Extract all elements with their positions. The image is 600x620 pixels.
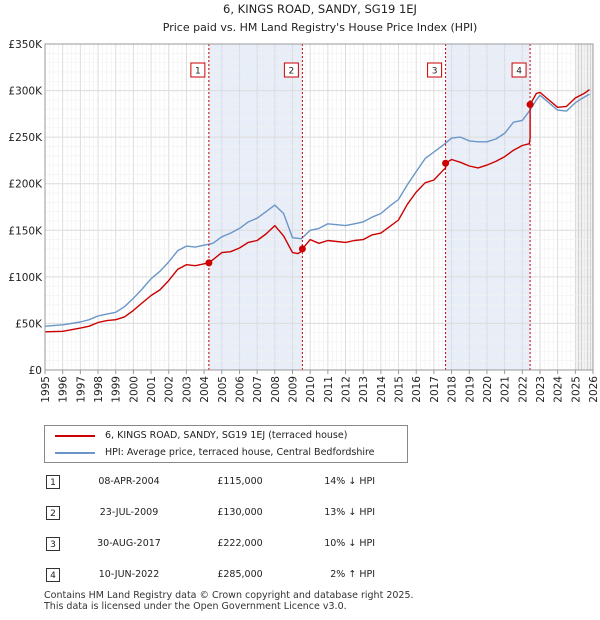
legend: 6, KINGS ROAD, SANDY, SG19 1EJ (terraced… [44, 425, 408, 463]
x-tick-label: 2020 [482, 376, 494, 403]
x-tick-label: 2011 [323, 376, 335, 403]
hpi-line [44, 93, 590, 327]
sale-hpi-diff: 10% ↓ HPI [324, 538, 375, 549]
x-tick-label: 2021 [500, 376, 512, 403]
sale-marker-label: 1 [195, 67, 201, 77]
legend-property-label: 6, KINGS ROAD, SANDY, SG19 1EJ (terraced… [105, 430, 348, 441]
ownership-period-band [445, 44, 531, 370]
x-tick-label: 2000 [128, 376, 140, 403]
y-tick-label: £200K [8, 179, 43, 191]
sale-hpi-diff: 13% ↓ HPI [324, 507, 375, 518]
x-tick-label: 2013 [358, 376, 370, 403]
x-tick-label: 2015 [394, 376, 406, 403]
price-chart: 6, KINGS ROAD, SANDY, SG19 1EJ Price pai… [8, 2, 600, 403]
ownership-period-band [208, 44, 303, 370]
sale-marker-label: 3 [432, 67, 438, 77]
x-tick-label: 2018 [447, 376, 459, 403]
sale-marker-badge [427, 62, 443, 78]
y-tick-label: £300K [8, 86, 43, 98]
x-tick-label: 2002 [164, 376, 176, 403]
x-tick-label: 2007 [252, 376, 264, 403]
sale-point [205, 259, 213, 267]
x-tick-label: 2001 [146, 376, 158, 403]
footer-licence: This data is licensed under the Open Gov… [44, 601, 347, 612]
property-line-swatch [55, 434, 95, 437]
sale-date: 23-JUL-2009 [99, 507, 159, 518]
table-row: 1 08-APR-2004 £115,000 14% ↓ HPI [40, 473, 480, 493]
x-tick-label: 2016 [411, 376, 423, 403]
x-tick-label: 2019 [464, 376, 476, 403]
sale-marker-badge [283, 62, 299, 78]
sale-marker-label: 2 [289, 67, 295, 77]
x-tick-label: 2022 [517, 376, 529, 403]
x-tick-label: 2017 [429, 376, 441, 403]
sale-point [526, 101, 534, 109]
sale-marker-label: 4 [516, 67, 522, 77]
table-row: 4 10-JUN-2022 £285,000 2% ↑ HPI [40, 566, 480, 586]
sale-price: £115,000 [217, 476, 263, 487]
sale-hpi-diff: 2% ↑ HPI [330, 569, 375, 580]
sale-number-badge: 1 [46, 475, 60, 489]
x-tick-label: 2025 [570, 376, 582, 403]
x-tick-label: 2010 [305, 376, 317, 403]
y-tick-label: £0 [29, 365, 42, 377]
table-row: 2 23-JUL-2009 £130,000 13% ↓ HPI [40, 504, 480, 524]
hpi-line-swatch [55, 451, 95, 454]
footer: Contains HM Land Registry data © Crown c… [44, 590, 414, 612]
y-tick-label: £350K [8, 39, 43, 51]
property-price-line [44, 89, 590, 333]
plot-frame [44, 43, 594, 371]
sale-marker-badge [511, 62, 527, 78]
x-tick-label: 2005 [217, 376, 229, 403]
x-tick-label: 2012 [341, 376, 353, 403]
table-row: 3 30-AUG-2017 £222,000 10% ↓ HPI [40, 535, 480, 555]
sale-date: 08-APR-2004 [98, 476, 160, 487]
sale-price: £285,000 [217, 569, 263, 580]
x-tick-label: 1995 [40, 376, 52, 403]
sale-point [442, 159, 450, 167]
legend-item-property: 6, KINGS ROAD, SANDY, SG19 1EJ (terraced… [55, 428, 347, 444]
sale-point [298, 245, 306, 253]
y-tick-label: £100K [8, 272, 43, 284]
sale-price: £130,000 [217, 507, 263, 518]
legend-item-hpi: HPI: Average price, terraced house, Cent… [55, 445, 375, 461]
sale-hpi-diff: 14% ↓ HPI [324, 476, 375, 487]
x-tick-label: 2008 [270, 376, 282, 403]
footer-copyright: Contains HM Land Registry data © Crown c… [44, 590, 414, 601]
sale-date: 10-JUN-2022 [98, 569, 160, 580]
legend-hpi-label: HPI: Average price, terraced house, Cent… [105, 447, 375, 458]
x-tick-label: 1997 [75, 376, 87, 403]
sale-price: £222,000 [217, 538, 263, 549]
x-tick-label: 2026 [588, 376, 600, 403]
x-tick-label: 1996 [58, 376, 70, 403]
chart-subtitle: Price paid vs. HM Land Registry's House … [163, 21, 478, 34]
x-tick-label: 1999 [111, 376, 123, 403]
x-tick-label: 2003 [181, 376, 193, 403]
x-tick-label: 2006 [234, 376, 246, 403]
sale-number-badge: 3 [46, 537, 60, 551]
sale-date: 30-AUG-2017 [97, 538, 161, 549]
x-tick-label: 2014 [376, 376, 388, 403]
x-tick-label: 1998 [93, 376, 105, 403]
sale-number-badge: 4 [46, 568, 60, 582]
x-tick-label: 2009 [287, 376, 299, 403]
x-tick-label: 2024 [553, 376, 565, 403]
y-tick-label: £150K [8, 225, 43, 237]
sale-marker-badge [190, 62, 206, 78]
chart-title: 6, KINGS ROAD, SANDY, SG19 1EJ [223, 2, 417, 16]
y-tick-label: £250K [8, 132, 43, 144]
y-tick-label: £50K [15, 318, 43, 330]
x-tick-label: 2004 [199, 376, 211, 403]
sale-number-badge: 2 [46, 506, 60, 520]
x-tick-label: 2023 [535, 376, 547, 403]
